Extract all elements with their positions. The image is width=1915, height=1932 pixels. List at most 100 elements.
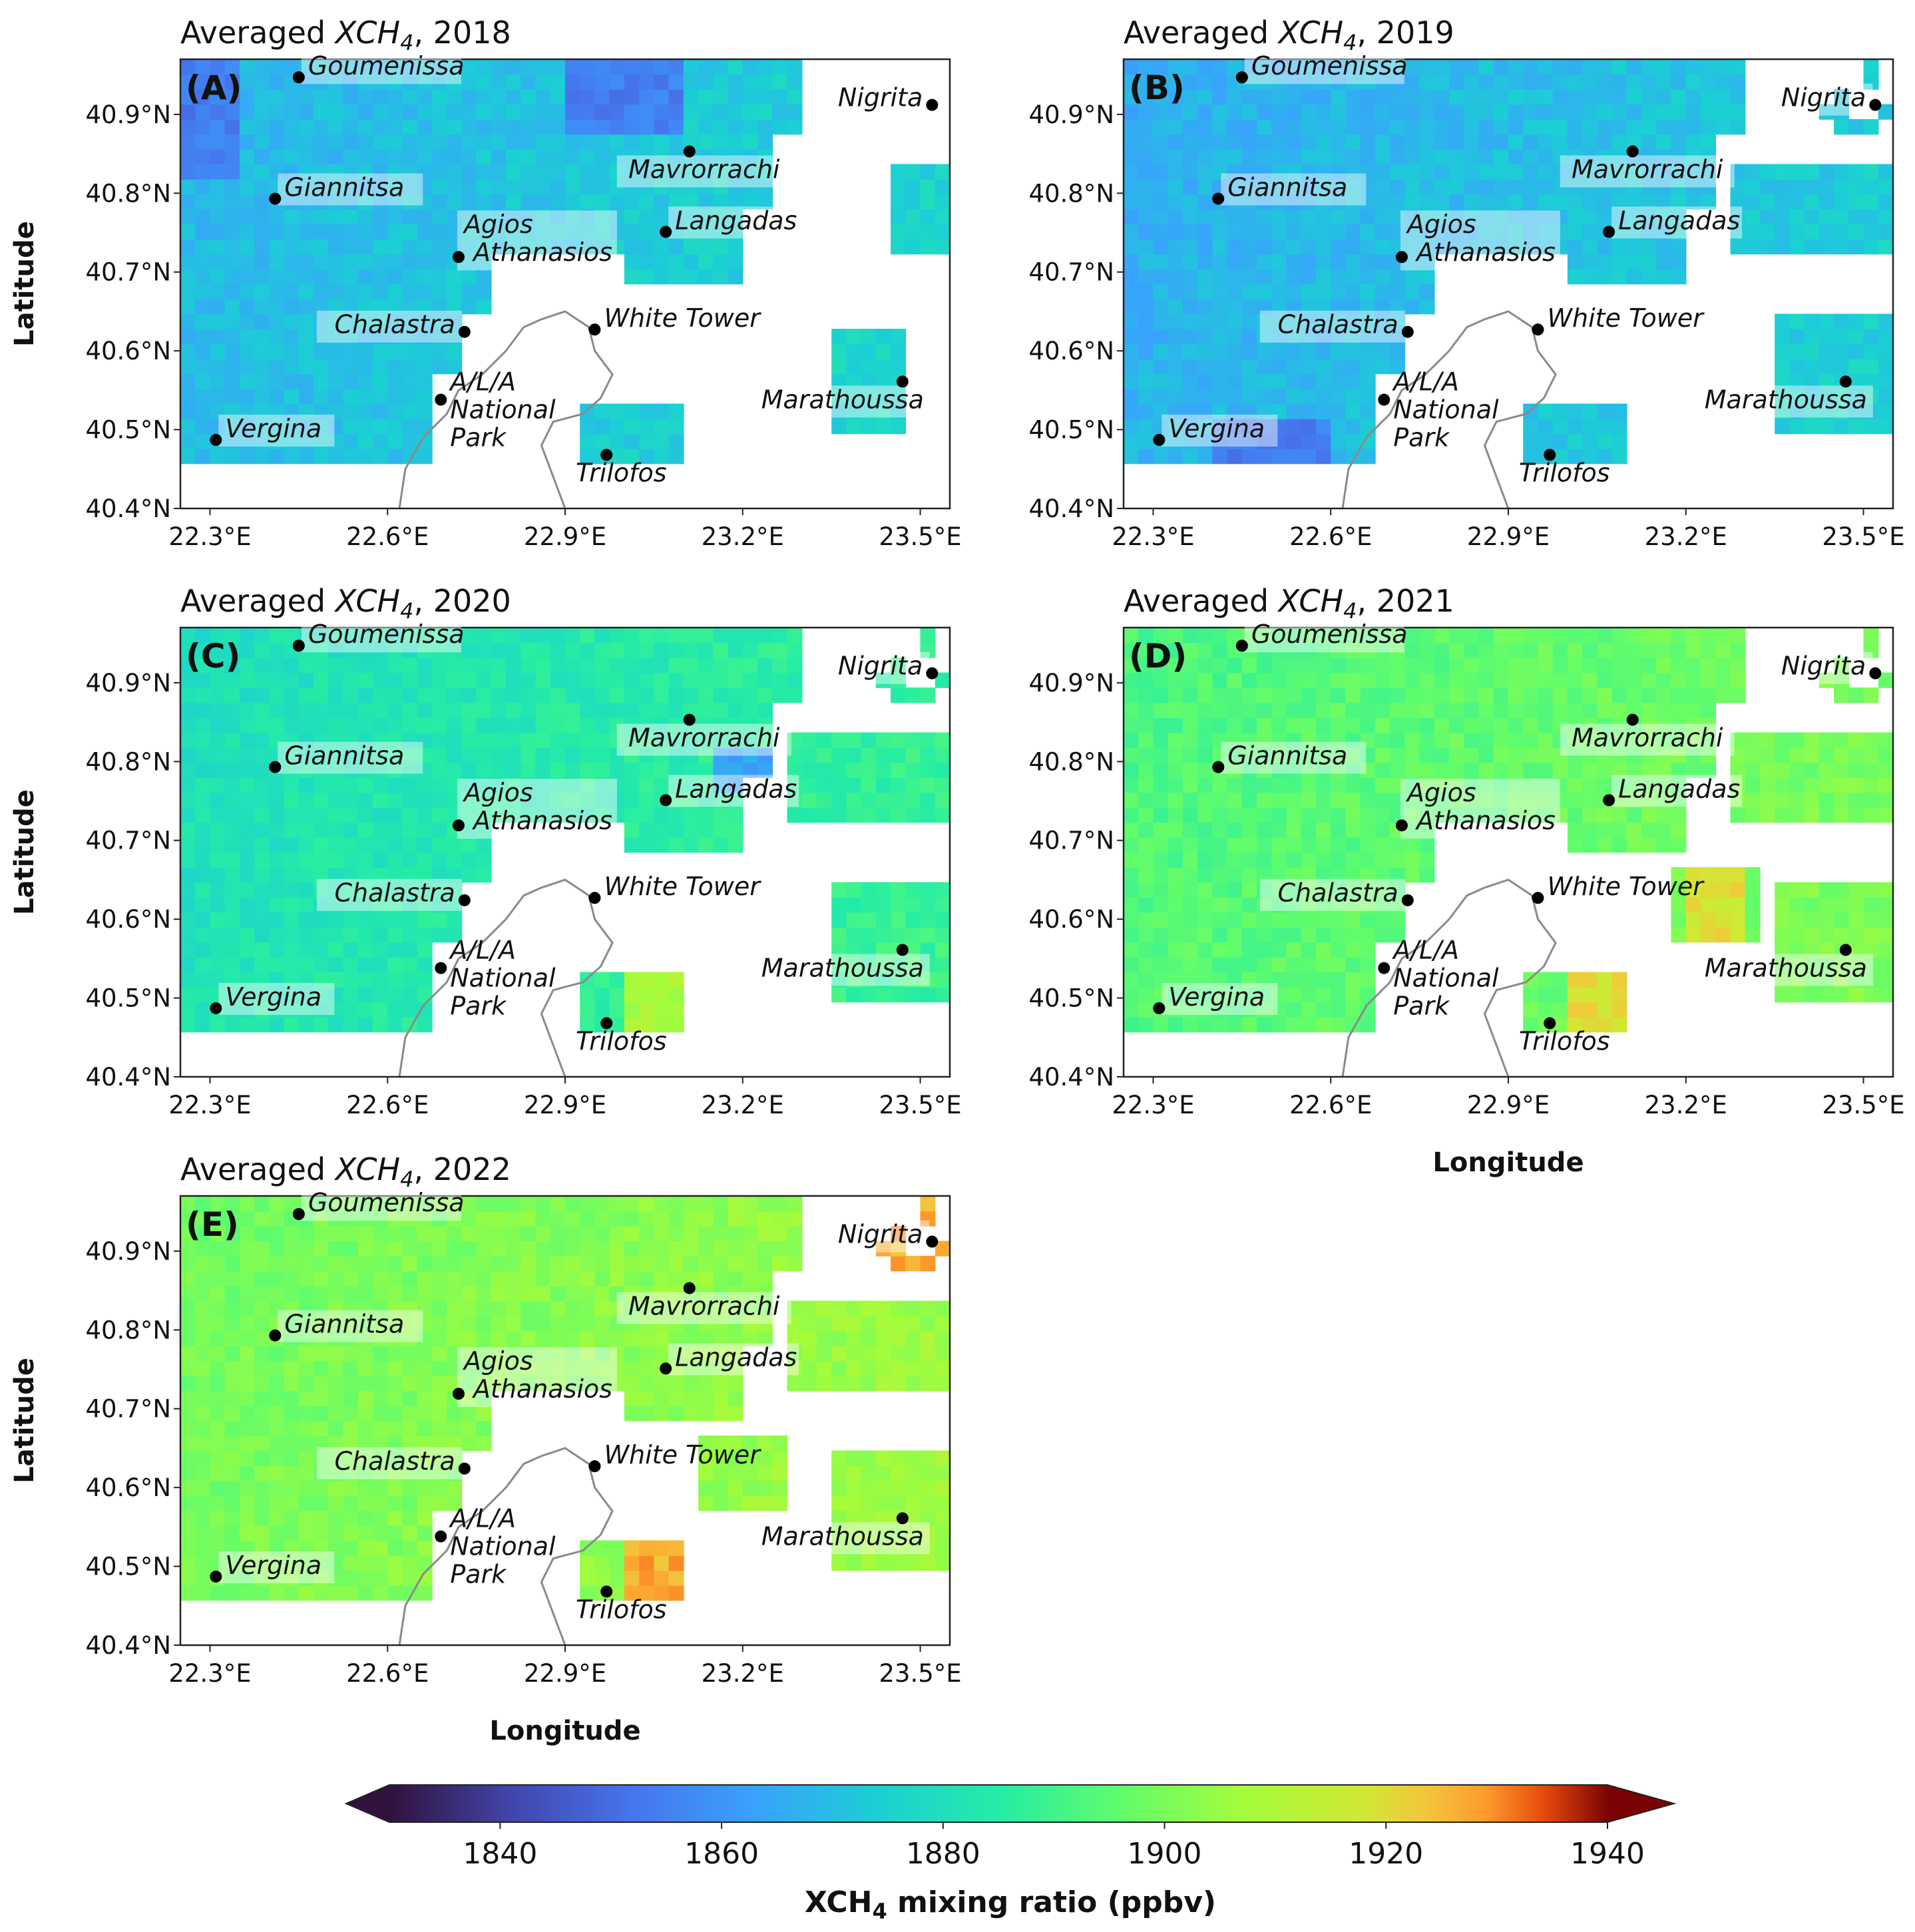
heatmap-cell: [535, 119, 551, 135]
heatmap-cell: [239, 912, 255, 928]
heatmap-cell: [1182, 254, 1198, 270]
heatmap-cell: [1212, 329, 1228, 345]
heatmap-cell: [654, 149, 670, 165]
heatmap-cell: [298, 1286, 314, 1302]
heatmap-cell: [1775, 897, 1791, 913]
heatmap-cell: [373, 942, 388, 958]
heatmap-cell: [698, 687, 714, 703]
heatmap-cell: [905, 972, 921, 988]
heatmap-cell: [1848, 209, 1864, 225]
heatmap-cell: [1316, 732, 1331, 748]
heatmap-cell: [298, 852, 314, 868]
heatmap-cell: [1493, 732, 1509, 748]
heatmap-cell: [1745, 164, 1761, 180]
heatmap-cell: [1567, 419, 1583, 435]
heatmap-cell: [1508, 59, 1524, 75]
heatmap-cell: [1271, 359, 1287, 375]
heatmap-cell: [728, 164, 744, 180]
city-dot: [1839, 944, 1852, 956]
heatmap-cell: [461, 164, 477, 180]
heatmap-cell: [1597, 164, 1613, 180]
heatmap-cell: [1124, 179, 1139, 195]
heatmap-cell: [239, 957, 255, 973]
city-marker: Marathoussa: [1698, 375, 1873, 418]
heatmap-cell: [1197, 972, 1213, 988]
heatmap-cell: [1878, 59, 1893, 60]
heatmap-cell: [195, 419, 211, 435]
heatmap-cell: [550, 762, 566, 778]
city-marker: Giannitsa: [1212, 741, 1367, 774]
heatmap-cell: [609, 972, 625, 988]
heatmap-cell: [417, 1525, 433, 1541]
heatmap-cell: [195, 1406, 211, 1422]
heatmap-cell: [417, 284, 433, 299]
heatmap-cell: [1582, 762, 1598, 778]
heatmap-cell: [1552, 449, 1568, 465]
heatmap-cell: [1848, 179, 1864, 195]
heatmap-cell: [461, 1346, 477, 1362]
heatmap-cell: [195, 1555, 211, 1571]
heatmap-cell: [742, 179, 758, 195]
heatmap-cell: [624, 59, 640, 60]
heatmap-cell: [1286, 672, 1302, 688]
heatmap-cell: [1419, 628, 1435, 644]
heatmap-cell: [742, 104, 758, 120]
heatmap-cell: [284, 1330, 300, 1346]
heatmap-cell: [1626, 239, 1642, 255]
heatmap-cell: [328, 299, 344, 315]
heatmap-cell: [1478, 792, 1494, 808]
heatmap-cell: [1182, 329, 1198, 345]
heatmap-cell: [1493, 224, 1509, 240]
heatmap-cell: [535, 194, 551, 210]
heatmap-cell: [314, 717, 329, 733]
panel-title: Averaged XCH4, 2019: [1124, 15, 1454, 55]
heatmap-cell: [1597, 59, 1613, 60]
heatmap-cell: [239, 1360, 255, 1376]
heatmap-cell: [1168, 89, 1183, 105]
heatmap-cell: [1597, 717, 1613, 733]
heatmap-cell: [298, 1390, 314, 1406]
heatmap-cell: [402, 119, 418, 135]
heatmap-cell: [476, 792, 492, 808]
heatmap-cell: [1360, 389, 1376, 405]
heatmap-cell: [1641, 224, 1657, 240]
heatmap-cell: [1153, 987, 1169, 1003]
heatmap-cell: [1775, 747, 1791, 763]
heatmap-cell: [1685, 104, 1701, 120]
city-dot: [896, 944, 909, 956]
city-dot: [452, 819, 465, 832]
heatmap-cell: [1818, 732, 1834, 748]
heatmap-cell: [1212, 179, 1228, 195]
heatmap-cell: [1641, 209, 1657, 225]
heatmap-cell: [298, 1420, 314, 1436]
heatmap-cell: [594, 1330, 610, 1346]
heatmap-cell: [402, 942, 418, 958]
city-label-box: [1400, 779, 1560, 839]
heatmap-cell: [180, 1570, 196, 1586]
heatmap-cell: [1404, 194, 1420, 210]
heatmap-cell: [1671, 239, 1687, 255]
heatmap-cell: [298, 1360, 314, 1376]
y-tick-label: 40.6°N: [85, 337, 171, 365]
heatmap-cell: [314, 1510, 329, 1526]
heatmap-cell: [417, 313, 433, 329]
heatmap-cell: [1182, 313, 1198, 329]
heatmap-cell: [343, 1450, 359, 1466]
heatmap-cell: [1182, 807, 1198, 823]
heatmap-cell: [1878, 897, 1893, 913]
heatmap-cell: [431, 1286, 447, 1302]
heatmap-cell: [624, 194, 640, 210]
heatmap-cell: [1775, 164, 1791, 180]
heatmap-cell: [624, 807, 640, 823]
heatmap-cell: [683, 702, 699, 718]
heatmap-cell: [328, 837, 344, 853]
city-label: Giannitsa: [1227, 741, 1347, 771]
heatmap-cell: [476, 732, 492, 748]
heatmap-cell: [1360, 343, 1376, 359]
heatmap-cell: [343, 433, 359, 449]
heatmap-cell: [284, 702, 300, 718]
heatmap-cell: [417, 59, 433, 75]
heatmap-cell: [801, 762, 817, 778]
heatmap-cell: [343, 732, 359, 748]
